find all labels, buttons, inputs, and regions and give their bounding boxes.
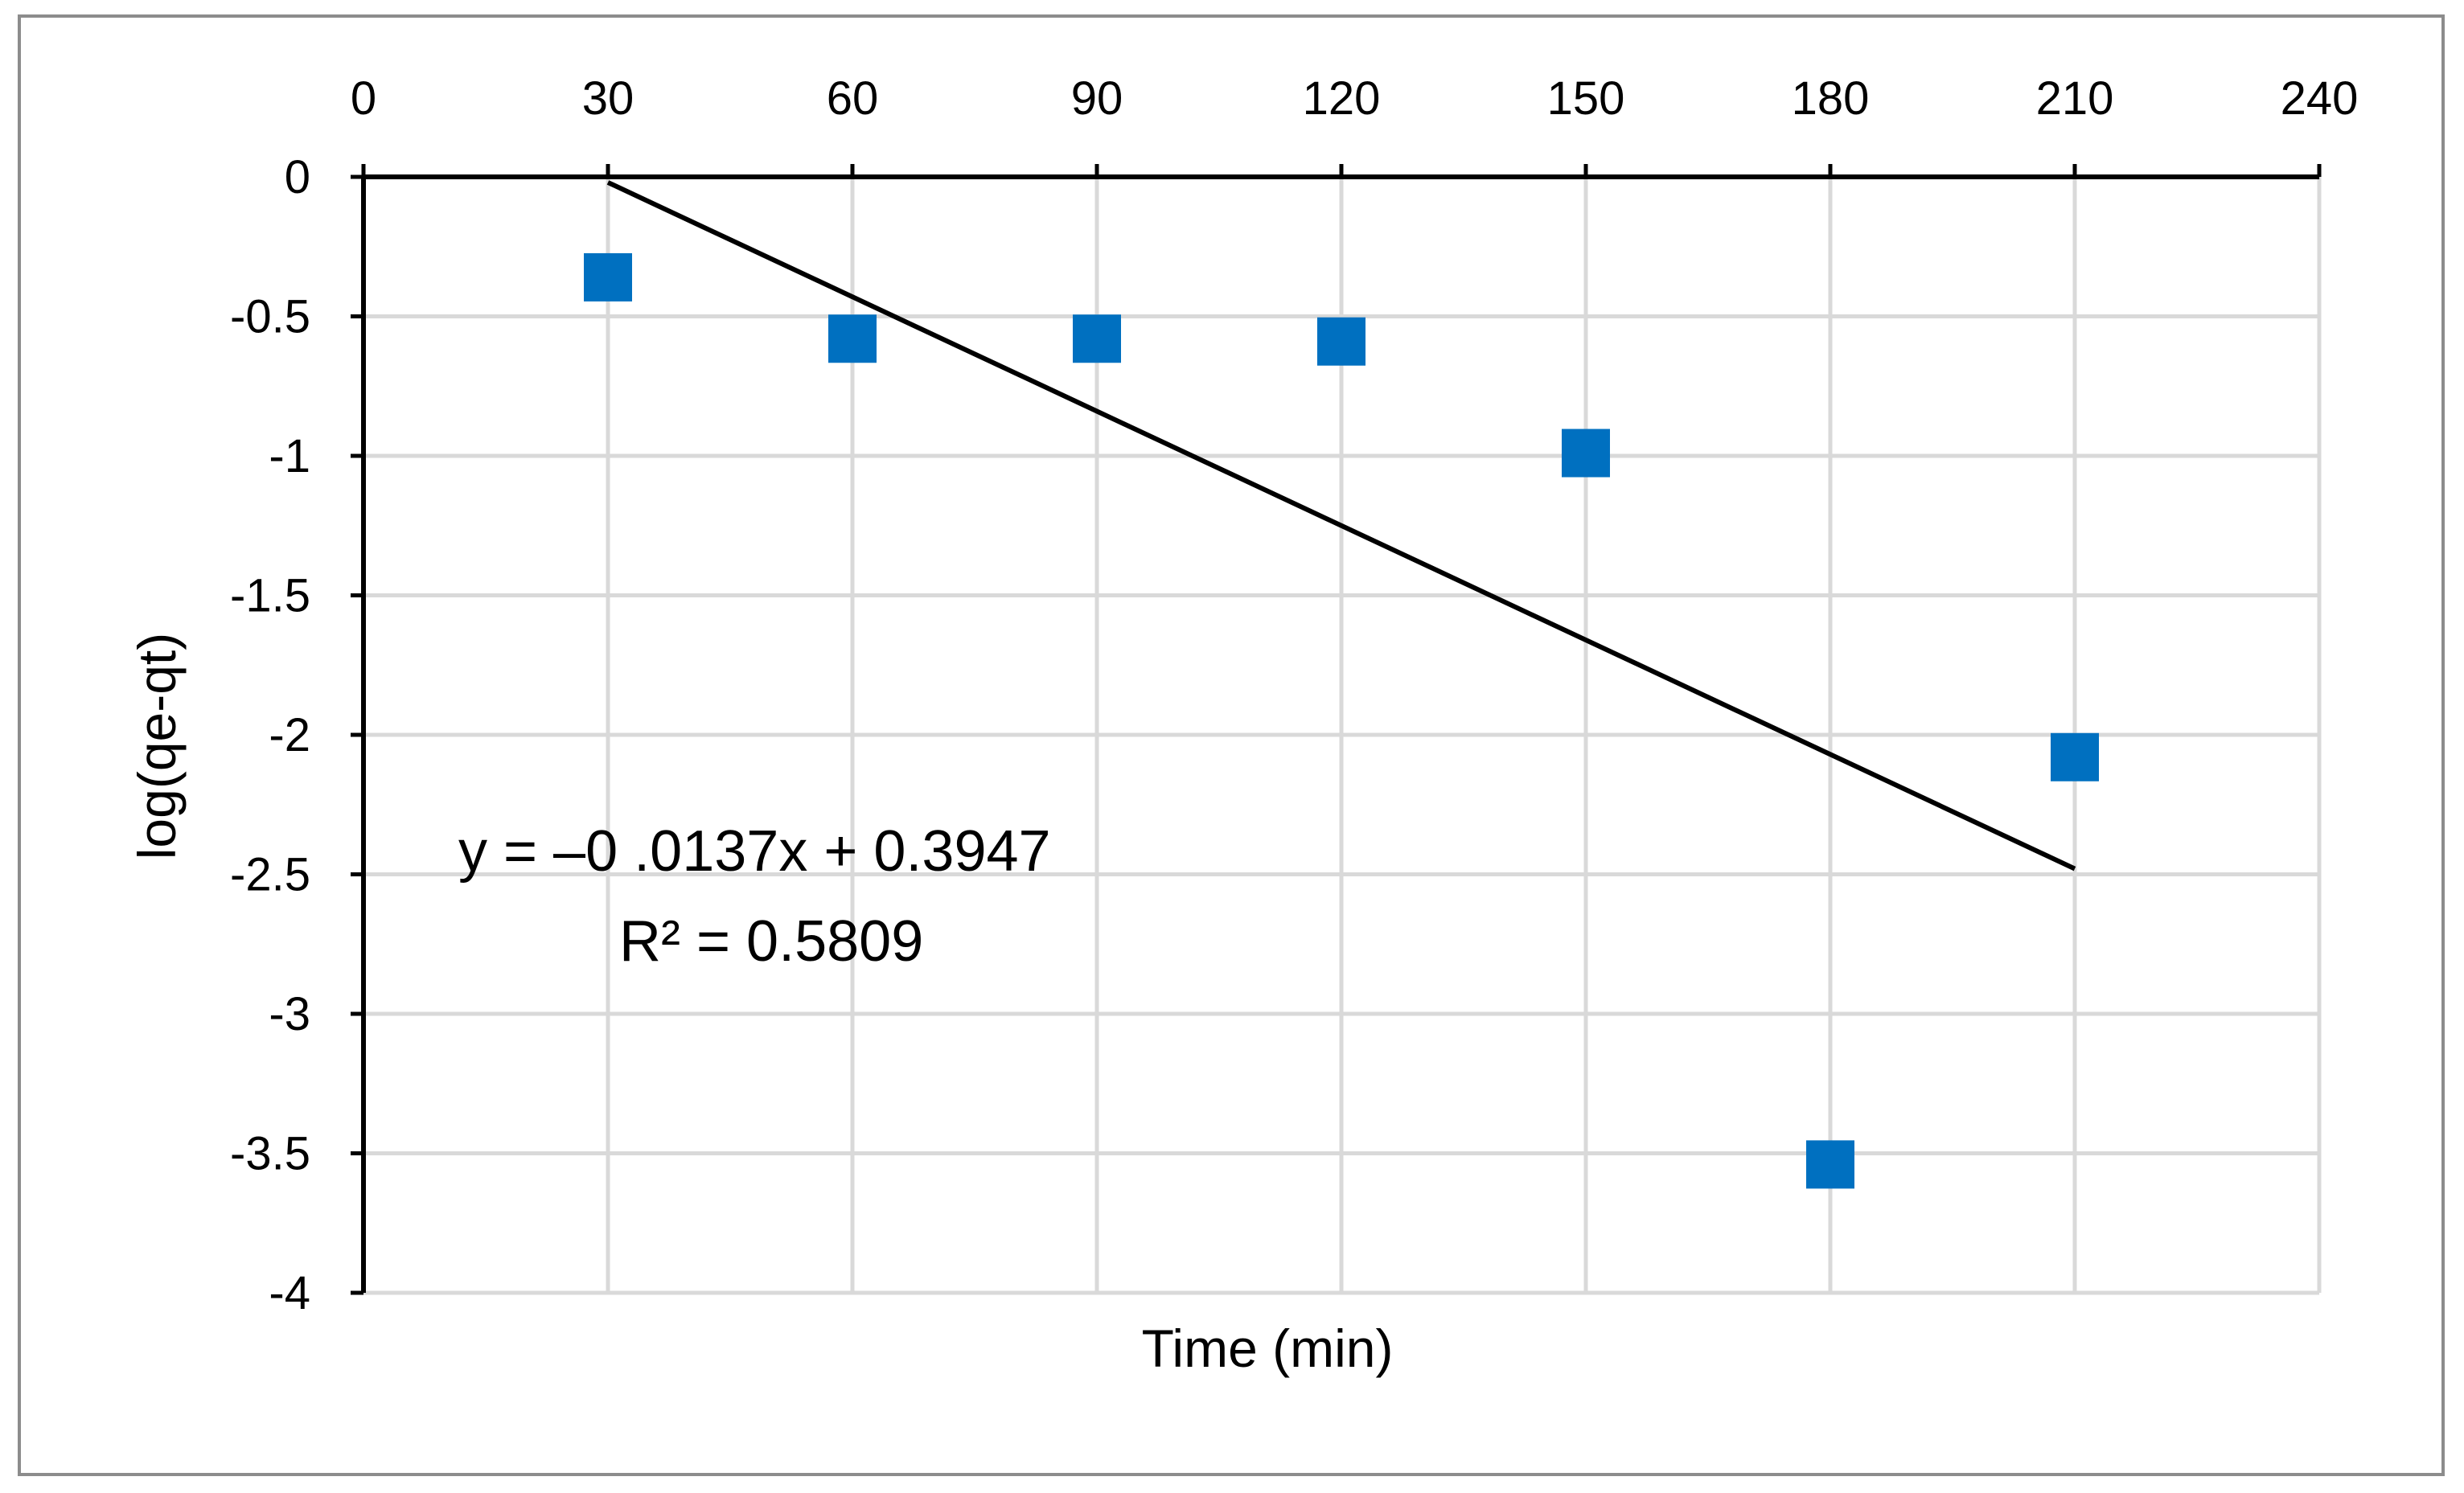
data-point bbox=[2051, 732, 2099, 781]
x-tick-label: 120 bbox=[1303, 72, 1381, 125]
trendline-line bbox=[606, 180, 2076, 872]
x-tick-labels: 0 30 60 90 120 150 180 210 240 bbox=[351, 72, 2359, 125]
trendline-equation: y = –0 .0137x + 0.3947 bbox=[458, 819, 1051, 884]
x-tick-label: 180 bbox=[1792, 72, 1870, 125]
y-tick-label: 0 bbox=[285, 151, 310, 203]
axes bbox=[351, 164, 2322, 1295]
y-tick-labels: 0 -0.5 -1 -1.5 -2 -2.5 -3 -3.5 -4 bbox=[230, 151, 310, 1319]
trendline bbox=[606, 180, 2076, 872]
x-tick-label: 150 bbox=[1547, 72, 1625, 125]
data-point bbox=[1562, 429, 1610, 478]
y-tick-label: -0.5 bbox=[230, 291, 310, 343]
x-tick-label: 240 bbox=[2281, 72, 2359, 125]
x-tick-label: 0 bbox=[351, 72, 376, 125]
trendline-r-squared: R² = 0.5809 bbox=[619, 909, 923, 974]
x-tick-label: 30 bbox=[582, 72, 634, 125]
y-axis-title: log(qe-qt) bbox=[127, 633, 187, 859]
grid-lines bbox=[363, 177, 2322, 1295]
data-point bbox=[1073, 314, 1121, 363]
y-tick-label: -4 bbox=[269, 1267, 310, 1319]
data-point bbox=[828, 314, 877, 363]
y-tick-label: -3.5 bbox=[230, 1128, 310, 1180]
x-tick-label: 90 bbox=[1071, 72, 1123, 125]
y-tick-label: -2.5 bbox=[230, 849, 310, 901]
x-tick-label: 60 bbox=[827, 72, 879, 125]
chart-frame bbox=[18, 14, 2445, 1476]
x-axis-title: Time (min) bbox=[1142, 1319, 1394, 1378]
y-tick-label: -1 bbox=[269, 430, 310, 482]
data-point bbox=[1806, 1140, 1854, 1189]
y-tick-label: -1.5 bbox=[230, 570, 310, 622]
y-tick-label: -3 bbox=[269, 988, 310, 1040]
x-tick-label: 210 bbox=[2036, 72, 2114, 125]
data-point bbox=[584, 252, 632, 301]
data-point bbox=[1317, 317, 1365, 366]
data-points bbox=[584, 252, 2099, 1189]
y-tick-label: -2 bbox=[269, 709, 310, 761]
